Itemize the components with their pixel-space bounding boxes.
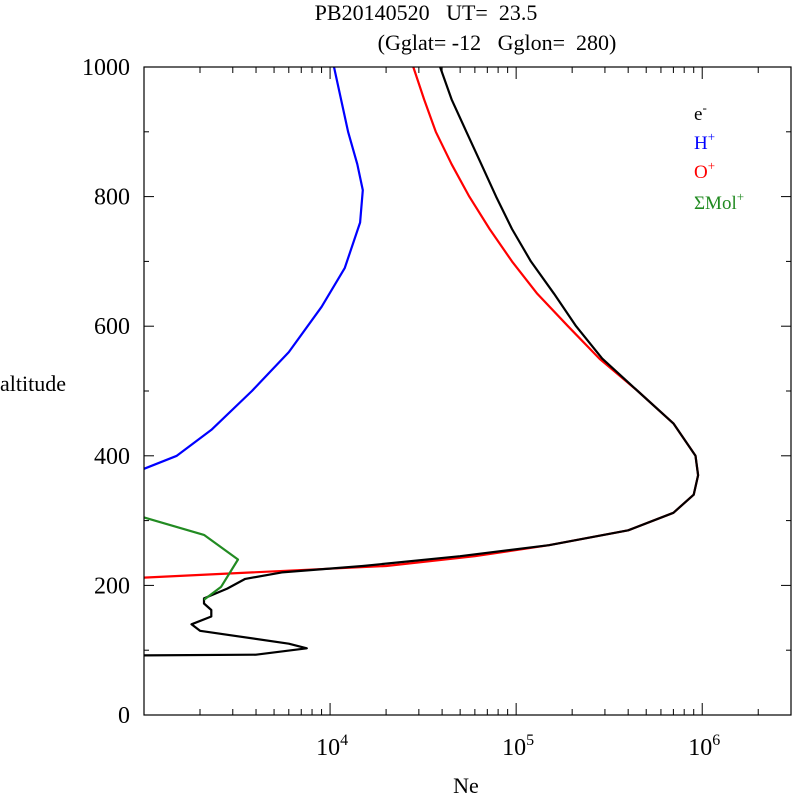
legend-entry: H+ xyxy=(694,129,715,154)
chart-title-line2: (Gglat= -12 Gglon= 280) xyxy=(378,30,617,55)
series-line-e xyxy=(143,66,700,657)
series-line-h xyxy=(143,66,364,470)
x-tick-label: 105 xyxy=(502,732,534,761)
x-tick-label: 104 xyxy=(316,732,348,761)
legend-entry: O+ xyxy=(694,158,715,183)
y-tick-label: 400 xyxy=(94,444,130,470)
legend: e- H+ O+ ΣMol+ xyxy=(694,100,744,214)
chart-title-line1: PB20140520 UT= 23.5 xyxy=(315,0,538,25)
x-axis-label: Ne xyxy=(453,773,479,796)
axes-layer: 0 200 400 600 800 1000 104 105 106 xyxy=(82,55,791,761)
legend-entry: ΣMol+ xyxy=(694,189,744,214)
x-tick-label: 106 xyxy=(688,732,720,761)
series-layer xyxy=(143,66,700,657)
series-line-o xyxy=(143,66,700,579)
plot-frame xyxy=(143,66,792,716)
legend-entry: e- xyxy=(694,100,707,125)
y-axis-label: altitude xyxy=(0,371,66,396)
y-tick-label: 600 xyxy=(94,314,130,340)
y-tick-label: 200 xyxy=(94,573,130,599)
y-tick-label: 1000 xyxy=(82,55,130,81)
series-line-mol xyxy=(143,516,240,601)
y-tick-label: 800 xyxy=(94,185,130,211)
y-tick-label: 0 xyxy=(118,703,130,729)
